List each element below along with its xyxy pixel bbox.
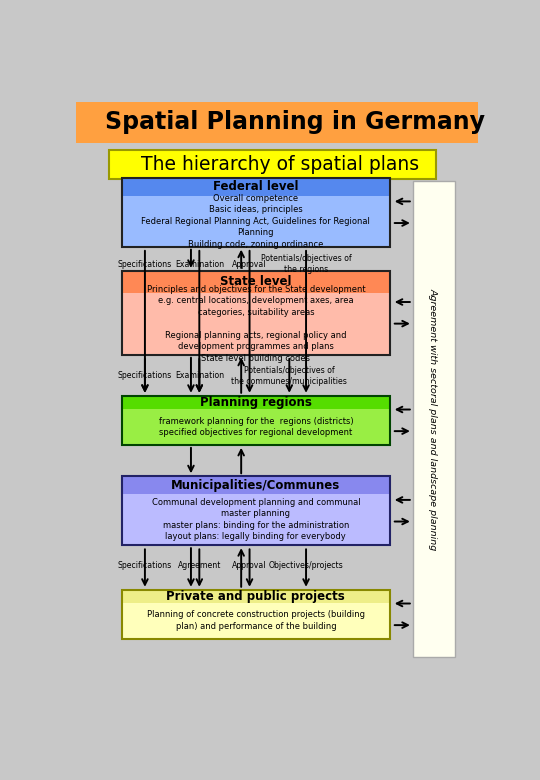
Text: Spatial Planning in Germany: Spatial Planning in Germany	[105, 111, 485, 134]
Text: Specifications: Specifications	[118, 561, 172, 569]
Text: Federal level: Federal level	[213, 180, 299, 193]
Text: Municipalities/Communes: Municipalities/Communes	[171, 479, 340, 491]
Text: Agreement: Agreement	[178, 561, 221, 569]
Bar	[122, 590, 390, 639]
Bar	[122, 196, 390, 246]
Text: Examination: Examination	[175, 260, 224, 268]
Text: Overall competence
Basic ideas, principles
Federal Regional Planning Act, Guidel: Overall competence Basic ideas, principl…	[141, 193, 370, 249]
Text: Approval: Approval	[232, 260, 267, 268]
Text: Potentials/objectives of
the communes/municipalities: Potentials/objectives of the communes/mu…	[231, 366, 347, 385]
Bar	[413, 181, 455, 657]
Text: framework planning for the  regions (districts)
specified objectives for regiona: framework planning for the regions (dist…	[159, 417, 353, 437]
Text: Planning regions: Planning regions	[200, 395, 312, 409]
Bar	[76, 102, 478, 143]
Bar	[122, 292, 390, 355]
Text: Principles and objectives for the State development
e.g. central locations, deve: Principles and objectives for the State …	[146, 285, 365, 363]
Text: The hierarchy of spatial plans: The hierarchy of spatial plans	[141, 155, 419, 174]
Bar	[109, 150, 436, 179]
Bar	[122, 178, 390, 196]
Text: Approval: Approval	[232, 561, 267, 569]
Bar	[122, 476, 390, 495]
Text: Planning of concrete construction projects (building
plan) and performance of th: Planning of concrete construction projec…	[147, 611, 365, 631]
Text: Examination: Examination	[175, 371, 224, 381]
Bar	[122, 409, 390, 445]
Text: Private and public projects: Private and public projects	[166, 590, 345, 603]
Bar	[122, 395, 390, 445]
Bar	[122, 271, 390, 355]
Bar	[122, 395, 390, 409]
Bar	[122, 495, 390, 545]
Text: State level: State level	[220, 275, 292, 288]
Bar	[122, 178, 390, 246]
Text: Specifications: Specifications	[118, 260, 172, 268]
Text: Potentials/objectives of
the regions: Potentials/objectives of the regions	[261, 254, 352, 274]
Bar	[122, 476, 390, 545]
Bar	[122, 590, 390, 602]
Text: Agreement with sectoral plans and landscape planning: Agreement with sectoral plans and landsc…	[428, 288, 437, 550]
Text: Communal development planning and communal
master planning
master plans: binding: Communal development planning and commun…	[152, 498, 360, 541]
Bar	[122, 602, 390, 639]
Text: Specifications: Specifications	[118, 371, 172, 381]
Text: Objectives/projects: Objectives/projects	[269, 561, 343, 569]
Bar	[122, 271, 390, 292]
